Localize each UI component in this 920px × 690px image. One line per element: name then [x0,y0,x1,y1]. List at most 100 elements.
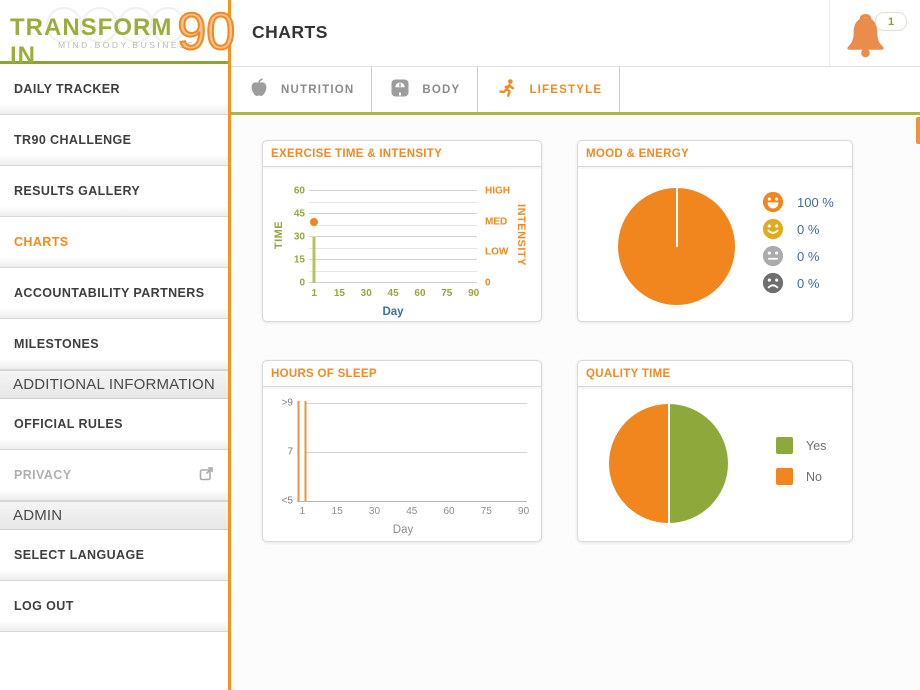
y-axis-tick: 15 [293,254,305,266]
legend-swatch [776,437,793,454]
tab-label: LIFESTYLE [529,83,603,96]
page-title: CHARTS [252,22,328,42]
scrollbar-thumb[interactable] [916,117,920,144]
neutral-face-icon [762,245,784,267]
card-header: MOOD & ENERGY [578,141,852,167]
legend-item-sad: 0 % [762,272,834,294]
legend-item-neutral: 0 % [762,245,834,267]
intensity-axis-tick: LOW [485,246,509,258]
x-axis-tick: 1 [299,506,306,517]
card-title: QUALITY TIME [586,368,671,380]
legend-value: 100 % [797,194,834,210]
quality-legend: Yes No [776,437,826,499]
x-axis-tick: 15 [333,288,345,299]
x-axis-tick: 30 [368,506,381,517]
card-exercise-time-intensity: EXERCISE TIME & INTENSITY 0 15 30 45 60 0 LOW M… [262,140,542,322]
exercise-intensity-point [310,217,319,226]
sidebar-item-label: DAILY TRACKER [14,82,120,96]
sidebar-item-label: OFFICIAL RULES [14,417,123,431]
sidebar-item-milestones[interactable]: MILESTONES [0,319,228,370]
runner-icon [499,78,515,97]
sidebar-item-log-out[interactable]: LOG OUT [0,581,228,632]
notification-badge: 1 [875,12,907,31]
exercise-plot: 0 15 30 45 60 0 LOW MED HIGH 1 15 30 45 60 75 90 [294,186,510,300]
topbar: CHARTS 1 [231,0,920,66]
tabbar-filler [620,67,920,112]
gridline [309,270,477,272]
sidebar-section-label: ADMIN [13,507,63,524]
gridline [309,224,477,226]
sidebar-item-tr90-challenge[interactable]: TR90 CHALLENGE [0,115,228,166]
sidebar-item-charts[interactable]: CHARTS [0,217,228,268]
sidebar-item-results-gallery[interactable]: RESULTS GALLERY [0,166,228,217]
day-axis-label: Day [382,306,404,318]
card-title: HOURS OF SLEEP [271,368,377,380]
exercise-time-bar [312,237,316,283]
runner-icon-wrap [495,77,518,103]
logo-text: TRANSFORM IN [10,14,173,69]
legend-label: Yes [806,438,827,453]
x-axis-tick: 30 [360,288,372,299]
card-quality-time: QUALITY TIME Yes No [577,360,853,542]
sidebar-section-label: ADDITIONAL INFORMATION [13,376,215,393]
x-axis-tick: 75 [480,506,492,517]
card-header: HOURS OF SLEEP [263,361,541,387]
sidebar-item-accountability-partners[interactable]: ACCOUNTABILITY PARTNERS [0,268,228,319]
y-axis-tick: 45 [293,208,305,220]
mood-pie-chart: 100 % 0 % 0 % 0 % [578,169,852,321]
mood-legend: 100 % 0 % 0 % 0 % [762,191,834,299]
gridline [297,501,527,502]
y-axis-tick: 7 [287,446,293,458]
intensity-axis-tick: MED [485,216,508,228]
time-axis-label: TIME [273,220,285,250]
external-link-icon [199,467,213,481]
legend-item-no: No [776,468,826,485]
sad-face-icon [762,272,784,294]
legend-label: No [806,469,822,484]
pie-slice-divider [675,188,678,247]
card-hours-of-sleep: HOURS OF SLEEP >9 7 <5 1 15 30 45 60 75 90 Day [262,360,542,542]
intensity-axis-tick: HIGH [485,185,510,197]
apple-icon [251,78,267,96]
y-axis-tick: <5 [281,495,293,507]
sidebar-item-daily-tracker[interactable]: DAILY TRACKER [0,64,228,115]
gridline [309,236,477,237]
tab-nutrition[interactable]: NUTRITION [231,67,373,112]
logo-number: 90 [176,3,236,61]
smile-face-icon [762,218,784,240]
gridline [309,259,477,260]
sidebar-section-admin: ADMIN [0,501,228,530]
sidebar-item-official-rules[interactable]: OFFICIAL RULES [0,399,228,450]
y-axis-tick: 0 [299,277,305,289]
sidebar-item-label: TR90 CHALLENGE [14,133,132,147]
x-axis-tick: 90 [468,288,480,299]
tab-body[interactable]: BODY [372,67,479,112]
sleep-plot: >9 7 <5 1 15 30 45 60 75 90 [282,398,530,518]
gridline [309,282,477,283]
grin-face-icon [762,191,784,213]
x-axis-tick: 60 [414,288,426,299]
x-axis-tick: 90 [518,506,530,517]
quality-pie-chart: Yes No [578,389,852,541]
sidebar-item-label: CHARTS [14,235,69,249]
sidebar-item-label: PRIVACY [14,468,72,482]
legend-swatch [776,468,793,485]
tab-label: BODY [422,83,461,96]
day-axis-label: Day [392,524,414,536]
sidebar-item-privacy[interactable]: PRIVACY [0,450,228,501]
scale-icon [391,79,409,97]
tab-lifestyle[interactable]: LIFESTYLE [478,67,621,112]
gridline [297,403,527,404]
sidebar-item-select-language[interactable]: SELECT LANGUAGE [0,530,228,581]
x-axis-tick: 15 [331,506,343,517]
sidebar-item-label: MILESTONES [14,337,100,351]
y-axis-tick: >9 [281,397,293,409]
legend-item-very-happy: 100 % [762,191,834,213]
quality-pie [609,404,728,523]
notifications-bell-icon[interactable] [842,9,889,59]
mood-pie [618,188,735,305]
sidebar-item-label: SELECT LANGUAGE [14,548,145,562]
legend-value: 0 % [797,248,820,264]
charts-content: EXERCISE TIME & INTENSITY 0 15 30 45 60 0 LOW M… [231,115,920,690]
y-axis-tick: 30 [293,231,305,243]
